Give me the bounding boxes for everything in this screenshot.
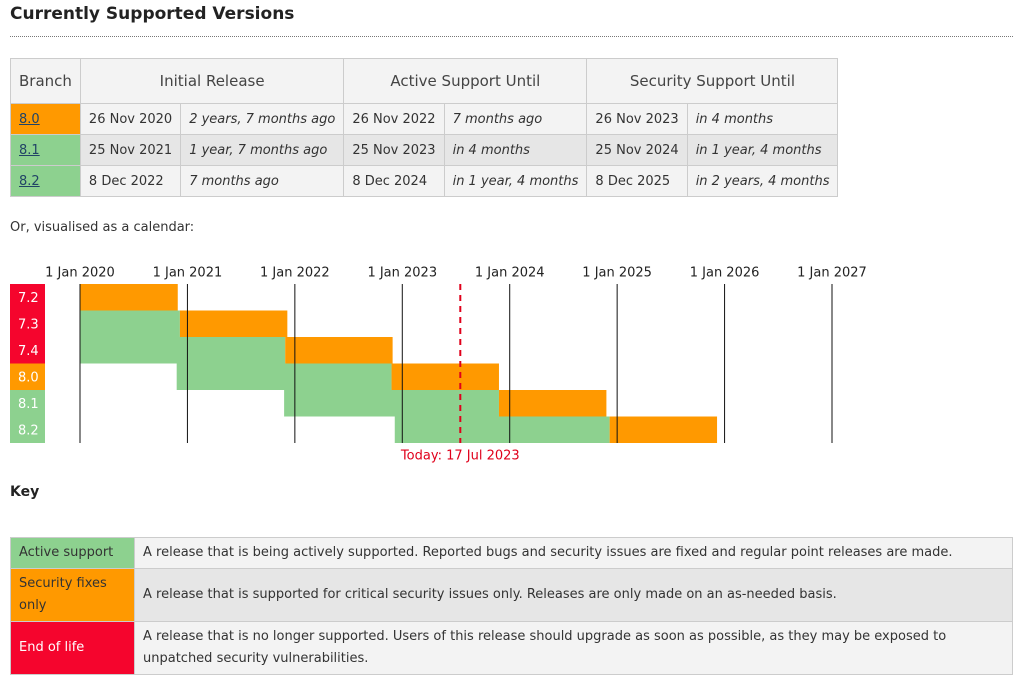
branch-label-bg xyxy=(10,363,45,390)
date-cell: 8 Dec 2025 xyxy=(586,165,688,197)
security-bar xyxy=(391,363,499,390)
year-label: 1 Jan 2023 xyxy=(367,266,437,281)
header-cell: Active Support Until xyxy=(343,58,588,104)
security-bar xyxy=(609,416,718,443)
page-title: Currently Supported Versions xyxy=(10,4,295,24)
bars xyxy=(80,284,718,443)
date-cell: 8 Dec 2024 xyxy=(343,165,445,197)
branch-label-bg xyxy=(10,310,45,337)
active-bar xyxy=(80,337,286,364)
branch-link[interactable]: 8.2 xyxy=(19,173,40,189)
versions-table: Branch Initial Release Active Support Un… xyxy=(10,58,839,197)
key-table: Active support A release that is being ac… xyxy=(10,537,1013,675)
year-label: 1 Jan 2021 xyxy=(153,266,223,281)
key-label: End of life xyxy=(10,621,135,675)
branch-cell: 8.2 xyxy=(10,165,81,197)
date-cell: 26 Nov 2023 xyxy=(586,103,688,135)
branch-link[interactable]: 8.1 xyxy=(19,142,40,158)
today-label: Today: 17 Jul 2023 xyxy=(400,449,520,464)
relative-date-cell: in 4 months xyxy=(686,103,839,135)
active-bar xyxy=(284,390,499,417)
version-row: 8.2 8 Dec 2022 7 months ago 8 Dec 2024 in 1 … xyxy=(10,165,839,197)
branch-label: 8.1 xyxy=(18,397,39,412)
branch-label-bg xyxy=(10,390,45,417)
key-description: A release that is no longer supported. U… xyxy=(134,621,1013,675)
security-bar xyxy=(179,310,288,337)
security-bar xyxy=(498,390,607,417)
relative-date-cell: in 1 year, 4 months xyxy=(686,134,839,166)
key-title: Key xyxy=(10,484,40,500)
active-bar xyxy=(176,363,392,390)
relative-date-cell: 1 year, 7 months ago xyxy=(180,134,345,166)
header-cell: Security Support Until xyxy=(586,58,839,104)
key-description: A release that is being actively support… xyxy=(134,537,1013,569)
branch-label: 8.0 xyxy=(18,370,39,385)
calendar: 7.2 7.3 7.4 8.0 8.1 8.2 1 Jan 2020 1 Jan 2021 1 … xyxy=(10,266,867,464)
date-cell: 25 Nov 2023 xyxy=(343,134,445,166)
year-label: 1 Jan 2020 xyxy=(45,266,115,281)
table-body: 8.0 26 Nov 2020 2 years, 7 months ago 26 No… xyxy=(10,103,839,197)
branch-cell: 8.1 xyxy=(10,134,81,166)
key-row: Security fixes only A release that is sup… xyxy=(10,568,1013,622)
relative-date-cell: 2 years, 7 months ago xyxy=(180,103,345,135)
key-row: End of life A release that is no longer s… xyxy=(10,621,1013,675)
year-label: 1 Jan 2026 xyxy=(690,266,760,281)
year-label: 1 Jan 2025 xyxy=(582,266,652,281)
year-label: 1 Jan 2022 xyxy=(260,266,330,281)
date-cell: 8 Dec 2022 xyxy=(79,165,182,197)
relative-date-cell: 7 months ago xyxy=(180,165,345,197)
key-row: Active support A release that is being ac… xyxy=(10,537,1013,569)
version-row: 8.1 25 Nov 2021 1 year, 7 months ago 25 Nov… xyxy=(10,134,839,166)
active-bar xyxy=(394,416,610,443)
header-cell: Branch xyxy=(10,58,81,104)
branch-label-bg xyxy=(10,416,45,443)
date-cell: 25 Nov 2024 xyxy=(586,134,688,166)
relative-date-cell: in 4 months xyxy=(443,134,588,166)
relative-date-cell: in 1 year, 4 months xyxy=(443,165,588,197)
year-label: 1 Jan 2027 xyxy=(797,266,867,281)
security-bar xyxy=(285,337,393,364)
table-body: Active support A release that is being ac… xyxy=(10,537,1013,675)
divider xyxy=(10,36,1013,37)
date-cell: 25 Nov 2021 xyxy=(79,134,182,166)
version-row: 8.0 26 Nov 2020 2 years, 7 months ago 26 No… xyxy=(10,103,839,135)
year-label: 1 Jan 2024 xyxy=(475,266,545,281)
header-row: Branch Initial Release Active Support Un… xyxy=(10,58,839,104)
relative-date-cell: in 2 years, 4 months xyxy=(686,165,839,197)
calendar-intro: Or, visualised as a calendar: xyxy=(10,220,195,235)
branch-label-bg xyxy=(10,284,45,311)
branch-label: 7.2 xyxy=(18,291,39,306)
key-label: Active support xyxy=(10,537,135,569)
branch-link[interactable]: 8.0 xyxy=(19,111,40,127)
date-cell: 26 Nov 2020 xyxy=(79,103,182,135)
branch-cell: 8.0 xyxy=(10,103,81,135)
active-bar xyxy=(80,310,180,337)
branch-label-bg xyxy=(10,337,45,364)
key-label: Security fixes only xyxy=(10,568,135,622)
relative-date-cell: 7 months ago xyxy=(443,103,588,135)
key-description: A release that is supported for critical… xyxy=(134,568,1013,622)
header-cell: Initial Release xyxy=(79,58,345,104)
security-bar xyxy=(80,284,178,311)
date-cell: 26 Nov 2022 xyxy=(343,103,445,135)
branch-label: 7.3 xyxy=(18,317,39,332)
branch-label: 8.2 xyxy=(18,423,39,438)
branch-label: 7.4 xyxy=(18,344,39,359)
